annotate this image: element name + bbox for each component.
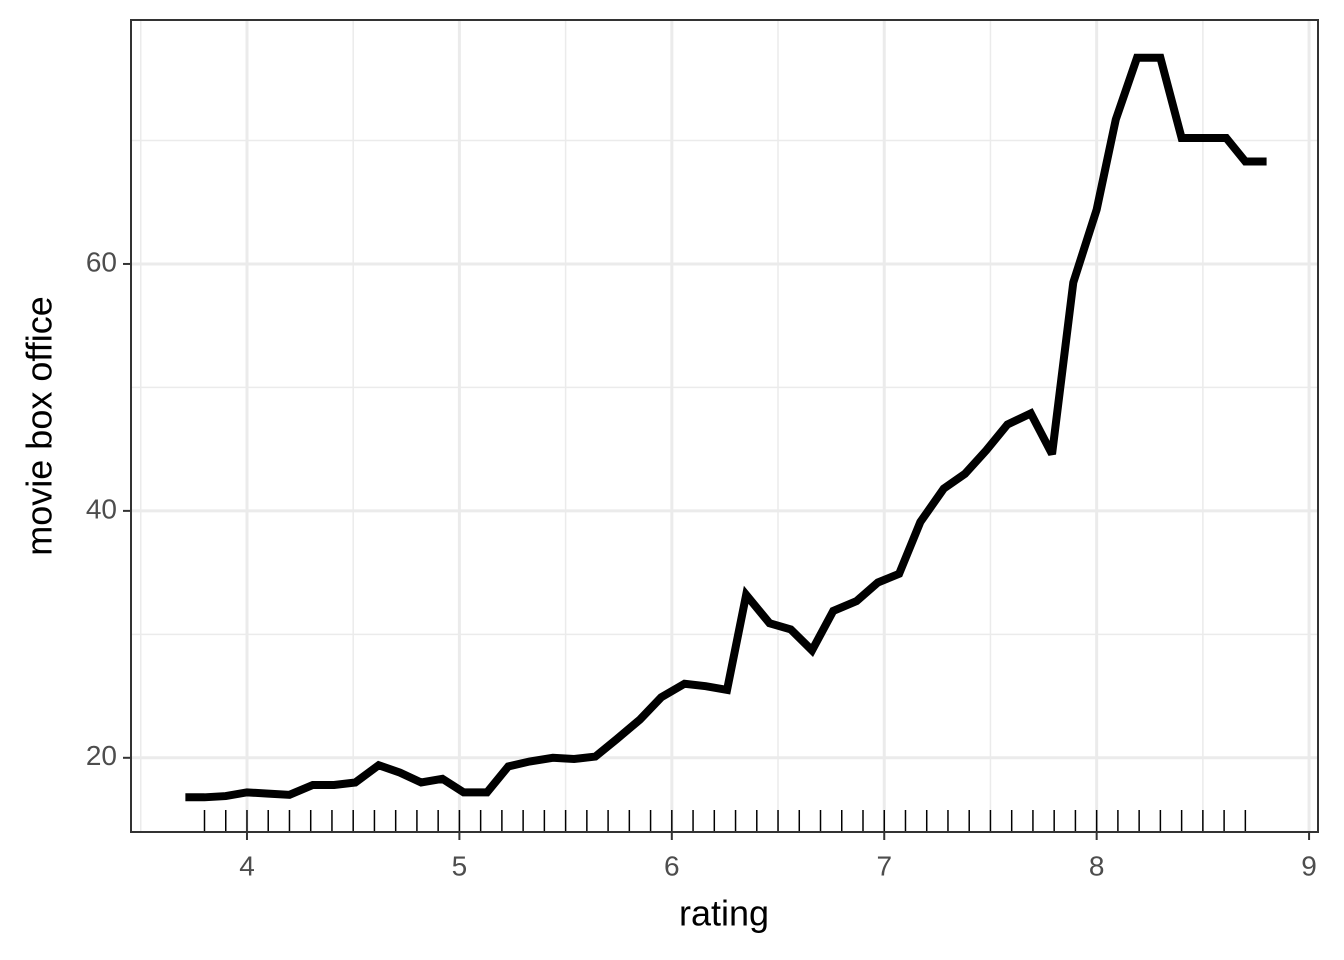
panel [131,20,1318,832]
y-tick-label: 40 [86,493,117,524]
x-tick-label: 7 [876,850,892,881]
line [185,53,1267,802]
x-tick-label: 9 [1301,850,1317,881]
x-axis-title: rating [679,893,769,934]
x-tick-label: 6 [664,850,680,881]
y-tick-label: 60 [86,246,117,277]
y-tick-label: 20 [86,740,117,771]
y-axis-title: movie box office [19,296,60,555]
x-tick-label: 4 [239,850,255,881]
panel-border [130,19,1319,833]
x-tick-label: 5 [452,850,468,881]
x-tick-label: 8 [1089,850,1105,881]
